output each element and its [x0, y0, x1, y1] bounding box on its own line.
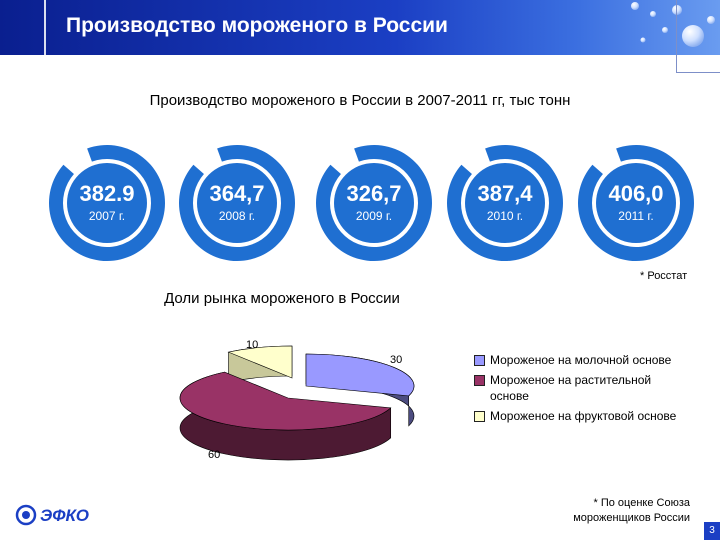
header-divider — [44, 0, 46, 55]
production-year: 2009 г. — [355, 209, 393, 223]
production-item: 406,0 2011 г. — [576, 181, 696, 223]
production-year: 2010 г. — [486, 209, 524, 223]
production-title: Производство мороженого в России в 2007-… — [149, 92, 571, 109]
legend-item-fruit: Мороженое на фруктовой основе — [474, 408, 679, 424]
page-number: 3 — [704, 522, 720, 540]
legend-item-vegetable: Мороженое на растительной основе — [474, 372, 679, 404]
production-year: 2007 г. — [88, 209, 126, 223]
legend-swatch — [474, 411, 485, 422]
page-title: Производство мороженого в России — [66, 14, 448, 37]
logo-icon: ЭФКО — [15, 504, 89, 526]
production-item: 364,7 2008 г. — [177, 181, 297, 223]
legend-label: Мороженое на растительной основе — [490, 373, 652, 403]
production-value: 387,4 — [477, 181, 533, 206]
pie-slice — [179, 371, 392, 431]
pie-label-fruit: 10 — [246, 339, 259, 351]
logo-text: ЭФКО — [40, 506, 89, 525]
legend-swatch — [474, 355, 485, 366]
footnote: * По оценке Союза мороженщиков России — [573, 497, 690, 524]
production-year: 2008 г. — [218, 209, 256, 223]
decorative-spheres-icon — [631, 2, 715, 47]
decorative-line — [676, 0, 677, 72]
production-source: * Росстат — [640, 270, 688, 282]
market-title: Доли рынка мороженого в России — [164, 290, 400, 307]
production-value: 364,7 — [209, 181, 265, 206]
production-value: 406,0 — [608, 181, 664, 206]
pie-label-milk: 30 — [390, 354, 403, 366]
legend-swatch — [474, 375, 485, 386]
pie-slice — [227, 345, 293, 379]
production-year: 2011 г. — [618, 209, 654, 223]
production-item: 326,7 2009 г. — [314, 181, 434, 223]
efko-logo: ЭФКО — [14, 503, 106, 532]
pie-slice — [305, 353, 415, 397]
production-item: 387,4 2010 г. — [445, 181, 565, 223]
header-bar: Производство мороженого в России — [0, 0, 720, 55]
legend-item-milk: Мороженое на молочной основе — [474, 352, 679, 368]
production-value: 326,7 — [346, 181, 402, 206]
production-value: 382.9 — [79, 181, 135, 206]
decorative-line — [676, 72, 720, 73]
pie-legend: Мороженое на молочной основе Мороженое н… — [474, 352, 679, 428]
pie-label-vegetable: 60 — [208, 449, 221, 461]
production-item: 382.9 2007 г. — [47, 181, 167, 223]
legend-label: Мороженое на молочной основе — [490, 353, 672, 367]
legend-label: Мороженое на фруктовой основе — [490, 409, 677, 423]
